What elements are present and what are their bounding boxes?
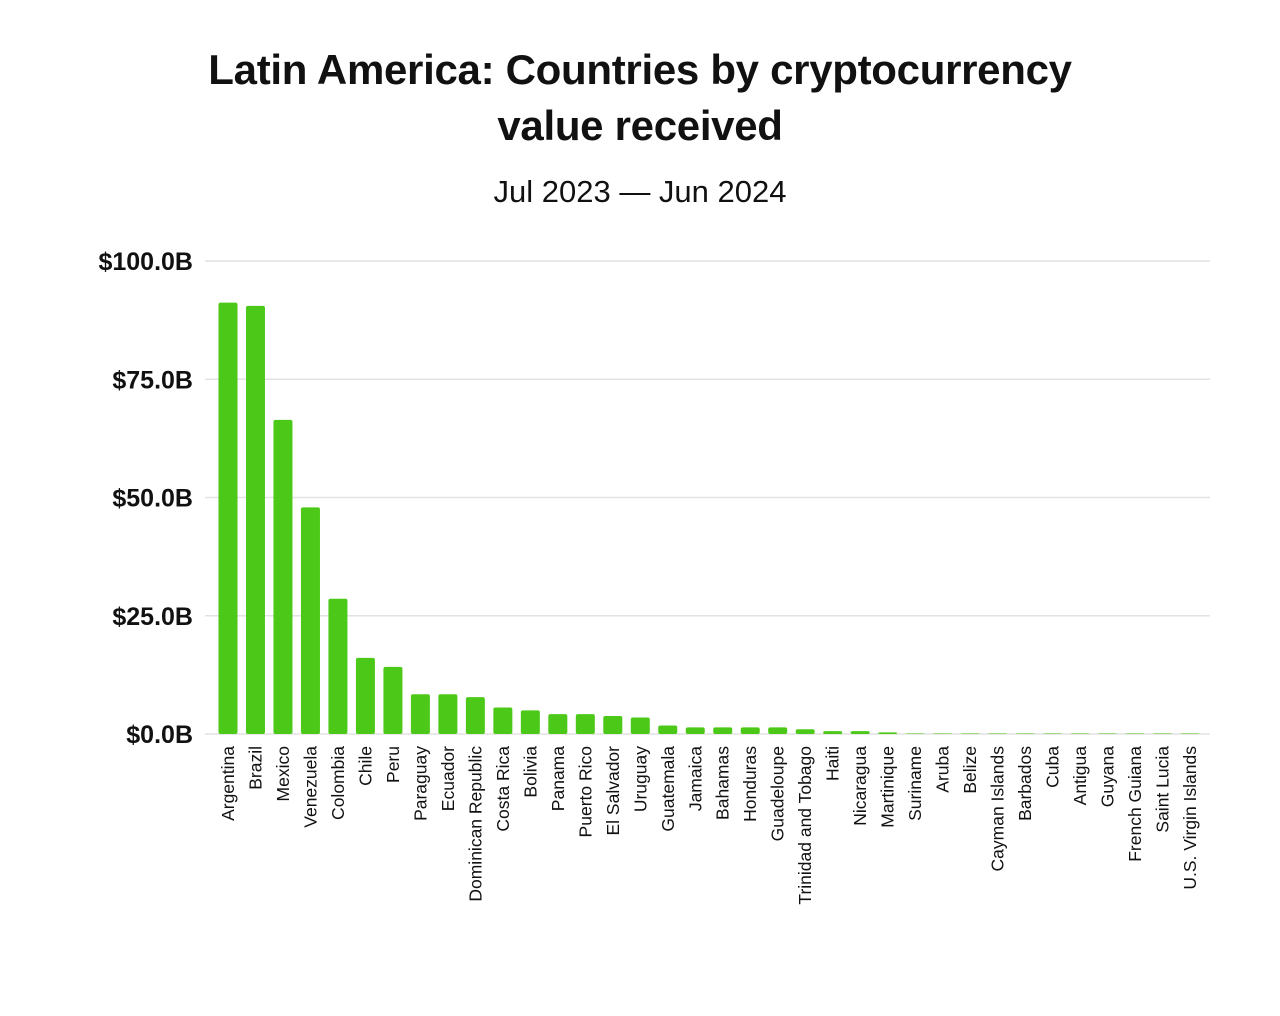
- x-tick-label: Barbados: [1015, 746, 1035, 821]
- bar: [768, 727, 788, 734]
- x-tick-label: Uruguay: [630, 746, 650, 812]
- bar: [1153, 733, 1173, 734]
- y-tick-label: $0.0B: [126, 721, 193, 749]
- bar: [1180, 733, 1200, 734]
- x-tick-label: Jamaica: [685, 746, 705, 811]
- bar: [905, 733, 925, 734]
- chart-title-line-2: value received: [497, 102, 783, 149]
- x-tick-label: Bolivia: [520, 746, 540, 798]
- x-tick-label: Belize: [960, 746, 980, 794]
- y-tick-label: $25.0B: [112, 603, 193, 631]
- bar: [520, 710, 540, 734]
- x-tick-label: Guatemala: [658, 746, 678, 832]
- x-tick-label: Honduras: [740, 746, 760, 822]
- bar: [878, 732, 898, 734]
- bar: [273, 419, 293, 734]
- x-tick-label: French Guiana: [1125, 746, 1145, 862]
- x-tick-label: Aruba: [933, 746, 953, 793]
- x-tick-label: Guyana: [1098, 746, 1118, 808]
- bar: [1043, 733, 1063, 734]
- x-tick-label: Guadeloupe: [768, 746, 788, 841]
- x-tick-label: El Salvador: [603, 746, 623, 836]
- bar: [1070, 733, 1090, 734]
- bar: [685, 727, 705, 734]
- bar: [245, 305, 265, 734]
- bar: [658, 725, 678, 734]
- bar: [988, 733, 1008, 734]
- bar: [933, 733, 953, 734]
- x-tick-label: Suriname: [905, 746, 925, 821]
- bar: [218, 302, 238, 734]
- x-tick-label: Paraguay: [410, 746, 430, 821]
- y-tick-label: $75.0B: [112, 366, 193, 394]
- x-tick-label: Panama: [548, 746, 568, 811]
- bar: [603, 716, 623, 734]
- bar: [355, 657, 375, 734]
- x-tick-label: Nicaragua: [850, 746, 870, 826]
- bar: [630, 717, 650, 734]
- bar: [713, 727, 733, 734]
- x-tick-label: Cayman Islands: [988, 746, 1008, 872]
- bar: [410, 694, 430, 734]
- x-tick-label: Peru: [383, 746, 403, 783]
- x-tick-label: Venezuela: [300, 746, 320, 828]
- bar: [465, 697, 485, 734]
- x-tick-label: Puerto Rico: [575, 746, 595, 837]
- x-tick-label: Trinidad and Tobago: [795, 746, 815, 905]
- bar: [300, 507, 320, 734]
- x-tick-label: Martinique: [878, 746, 898, 828]
- bar: [1015, 733, 1035, 734]
- bar: [823, 731, 843, 734]
- bar: [1125, 733, 1145, 734]
- x-tick-label: Ecuador: [438, 746, 458, 811]
- x-tick-label: Haiti: [823, 746, 843, 781]
- bar: [383, 666, 403, 734]
- x-tick-label: Chile: [355, 746, 375, 786]
- bar: [850, 731, 870, 734]
- bar: [1098, 733, 1118, 734]
- x-tick-label: Antigua: [1070, 746, 1090, 806]
- bar: [575, 714, 595, 734]
- y-tick-label: $100.0B: [98, 248, 193, 276]
- x-tick-label: Dominican Republic: [465, 746, 485, 902]
- x-tick-label: Colombia: [328, 746, 348, 820]
- y-tick-label: $50.0B: [112, 485, 193, 513]
- bar: [795, 729, 815, 734]
- chart-title-line-1: Latin America: Countries by cryptocurren…: [208, 46, 1072, 93]
- chart-subtitle: Jul 2023 — Jun 2024: [493, 174, 787, 209]
- chart-title: Latin America: Countries by cryptocurren…: [0, 42, 1280, 154]
- x-tick-label: Costa Rica: [493, 746, 513, 832]
- bar: [493, 707, 513, 734]
- x-tick-label: Argentina: [218, 746, 238, 821]
- x-tick-label: Brazil: [245, 746, 265, 790]
- bar: [328, 598, 348, 734]
- bar: [438, 694, 458, 734]
- bar: [740, 727, 760, 734]
- x-tick-label: Cuba: [1043, 746, 1063, 788]
- x-tick-label: U.S. Virgin Islands: [1180, 746, 1200, 890]
- x-tick-label: Bahamas: [713, 746, 733, 820]
- bar: [960, 733, 980, 734]
- bar: [548, 714, 568, 734]
- x-tick-label: Mexico: [273, 746, 293, 801]
- x-tick-label: Saint Lucia: [1153, 746, 1173, 833]
